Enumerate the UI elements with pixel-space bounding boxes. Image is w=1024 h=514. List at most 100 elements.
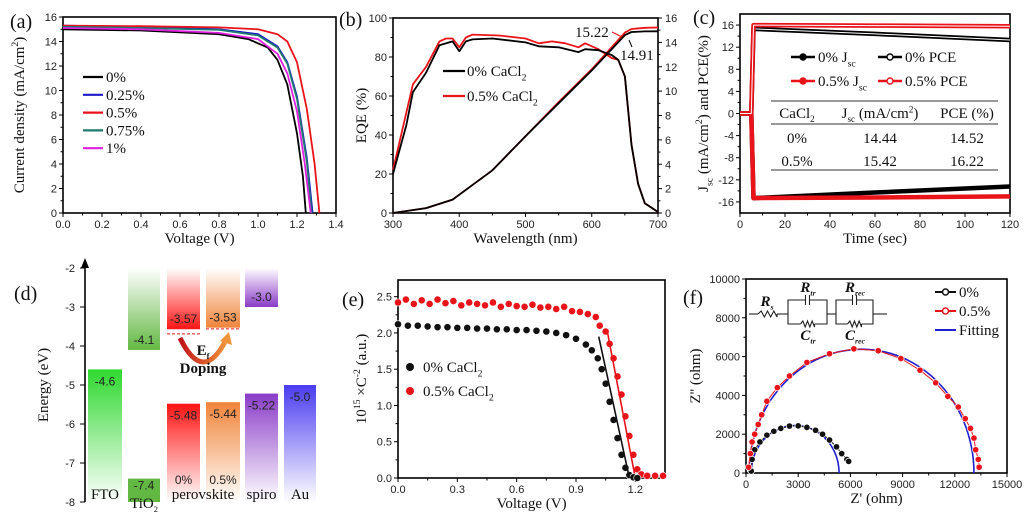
y-tick-label: 100 [369,13,387,25]
data-point [633,474,642,482]
energy-value-label: -3.53 [209,311,237,325]
data-point [593,354,602,363]
data-point [560,302,569,311]
x-tick-label: 700 [649,219,667,231]
fitting-arc [748,348,975,474]
plot-frame [392,17,659,214]
data-point [583,310,592,318]
x-tick-label: 40 [824,219,836,231]
y-tick-label: 12 [45,61,57,73]
y2-tick-label: 16 [665,13,677,25]
y-tick-label: 6000 [716,352,740,364]
y-axis-label: Jsc (mA/cm2) and PCE(%) [694,35,716,192]
x-axis-label: Wavelength (nm) [473,231,577,247]
table-cell: 16.22 [950,154,984,170]
data-point [751,446,759,454]
x-tick-label: 1.2 [628,484,643,496]
x-tick-label: 0 [743,479,749,491]
plot-frame [62,16,337,214]
x-tick-label: 100 [956,219,974,231]
x-tick-label: 0.8 [211,219,226,231]
y-tick-label: 0 [728,109,734,121]
x-axis-label: Voltage (V) [496,496,566,512]
data-point [785,422,794,430]
legend-marker [406,363,414,371]
x-axis-label: Voltage (V) [164,231,234,247]
series-line-left-axis [392,37,659,213]
data-point [433,295,442,304]
data-point [562,331,571,340]
y-tick-label: -4 [65,341,75,353]
legend-marker [941,288,950,296]
data-point [659,471,667,480]
data-point [597,365,606,374]
series-line [62,28,307,214]
y-tick-label: 0 [51,208,57,220]
y-tick-label: 0 [381,208,387,220]
data-point [473,300,482,308]
panel-b: 300 400 500 600 7000204060801000246810121416… [339,9,677,247]
data-point [402,295,410,304]
y-tick-label: 40 [375,130,387,142]
x-tick-label: 0.6 [509,484,524,496]
y-tick-label: 4000 [716,390,740,402]
y-tick-label: 8 [51,110,57,122]
x-tick-label: 0.6 [172,219,187,231]
energy-level-bar [167,403,200,502]
material-label: Au [291,487,310,503]
y-axis-label: Energy (eV) [36,348,52,422]
panel-d: -2 -3 -4 -5 -6 -7 -8 Energy (eV) (d) -4.6 FTO -4.1 -… [14,258,316,514]
data-point [850,345,858,353]
data-point [441,299,450,308]
data-point [512,326,521,334]
legend-label: 0.5% CaCl2 [467,89,538,109]
x-tick-label: 3000 [786,479,810,491]
data-point [974,455,982,463]
data-point [581,340,590,349]
data-point [794,422,802,430]
data-point [425,300,434,308]
legend-label: 0.5% CaCl2 [423,384,494,404]
data-point [954,403,962,411]
y-tick-label: -8 [724,153,734,165]
x-tick-label: 12000 [940,479,971,491]
data-point [512,302,521,311]
data-point [483,324,491,333]
doping-label: 0% [175,473,193,487]
y-tick-label: 8 [728,64,734,76]
energy-level-bar [167,268,200,330]
y-axis-label: Current density (mA/cm2) [10,37,28,194]
data-point [745,463,753,471]
y-tick-label: 4 [51,159,57,171]
doping-label: Doping [180,361,227,377]
data-point [758,411,766,419]
y2-tick-label: 6 [665,135,671,147]
data-point [944,392,952,400]
data-point [544,302,553,311]
energy-value-label: -5.44 [209,407,237,421]
legend-marker [886,53,894,61]
x-tick-label: 120 [1001,219,1019,231]
doping-arrowhead [220,332,232,345]
x-tick-label: 400 [450,219,468,231]
data-point [502,325,511,334]
x-tick-label: 0.3 [450,484,465,496]
y-tick-label: -7 [65,458,75,470]
panel-label: (c) [693,7,715,29]
y-tick-label: 12 [722,42,734,54]
y-tick-label: 16 [45,12,57,24]
legend-marker [799,53,807,61]
legend-label: 0.5% [959,304,990,320]
wire [787,299,828,325]
capacitor-symbol [851,295,858,305]
data-point [481,301,489,310]
data-point [591,313,600,321]
data-point [409,300,418,308]
data-point [587,346,596,355]
data-point [595,321,604,330]
legend-label: 0% CaCl2 [467,64,527,84]
data-point [394,298,402,307]
panel-e: 0.0 0.3 0.6 0.9 1.2 0.0 0.5 1.0 1.5 2.0 2.5 Voltage… [342,279,667,512]
data-point [453,323,462,332]
